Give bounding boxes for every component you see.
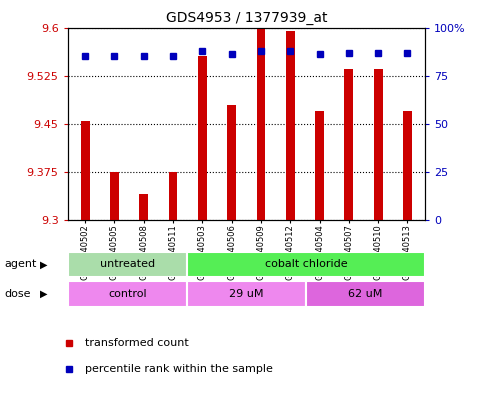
Text: percentile rank within the sample: percentile rank within the sample <box>85 364 273 374</box>
Text: control: control <box>108 289 146 299</box>
Bar <box>198 56 207 220</box>
Text: untreated: untreated <box>99 259 155 269</box>
Bar <box>315 111 324 220</box>
Text: ▶: ▶ <box>40 259 47 269</box>
Bar <box>227 105 236 220</box>
Bar <box>286 31 295 220</box>
Text: ▶: ▶ <box>40 289 47 299</box>
Bar <box>306 281 425 307</box>
Bar <box>81 121 89 220</box>
Text: cobalt chloride: cobalt chloride <box>265 259 347 269</box>
Text: 62 uM: 62 uM <box>348 289 383 299</box>
Bar <box>110 172 119 220</box>
Text: agent: agent <box>5 259 37 269</box>
Bar <box>187 281 306 307</box>
Text: transformed count: transformed count <box>85 338 189 348</box>
Bar <box>169 172 177 220</box>
Bar <box>256 28 265 220</box>
Bar <box>344 69 353 220</box>
Bar <box>403 111 412 220</box>
Bar <box>68 252 187 277</box>
Text: 29 uM: 29 uM <box>229 289 264 299</box>
Bar <box>140 195 148 220</box>
Title: GDS4953 / 1377939_at: GDS4953 / 1377939_at <box>166 11 327 25</box>
Bar <box>68 281 187 307</box>
Text: dose: dose <box>5 289 31 299</box>
Bar <box>187 252 425 277</box>
Bar <box>374 69 383 220</box>
